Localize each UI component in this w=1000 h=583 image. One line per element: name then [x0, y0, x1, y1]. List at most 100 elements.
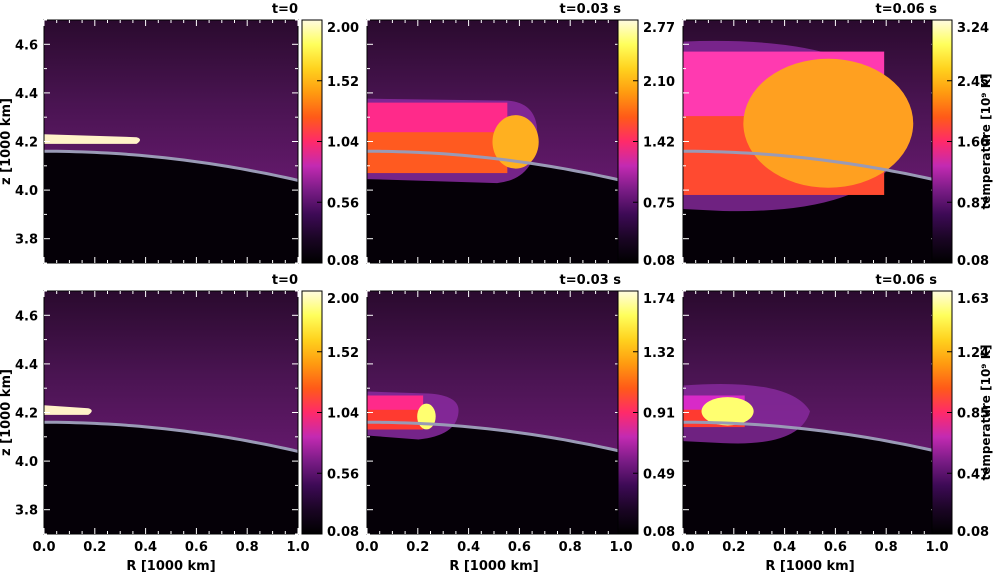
x-tick-label: 0.4 [457, 540, 480, 555]
x-axis-label: R [1000 km] [126, 559, 215, 574]
panel-title: t=0.03 s [560, 273, 622, 288]
x-tick-label: 0.8 [875, 540, 898, 555]
colorbar-tick-label: 0.56 [327, 467, 359, 482]
upper-layer [367, 395, 424, 411]
colorbar-tick-label: 0.47 [957, 467, 989, 482]
colorbar-tick-label: 1.04 [327, 136, 359, 151]
plot-area [367, 20, 621, 263]
colorbar-tick-label: 0.08 [643, 254, 675, 269]
colorbar-tick-label: 1.32 [643, 346, 675, 361]
colorbar-tick-label: 1.52 [327, 346, 359, 361]
panel-2: t=0.03 s 0.08 0.75 1.42 2.10 2.77 [366, 2, 675, 269]
x-tick-label: 0.6 [508, 540, 531, 555]
surface-line [367, 420, 621, 453]
flame-head [492, 115, 539, 169]
y-tick-label: 4.6 [15, 38, 38, 53]
colorbar-tick-label: 0.08 [643, 525, 675, 540]
plot-area [44, 291, 298, 534]
colorbar-tick-label: 1.63 [957, 292, 989, 307]
plot-area [44, 20, 298, 263]
surface-line [683, 149, 937, 182]
star-interior [44, 422, 298, 534]
panel-title: t=0.06 s [876, 273, 938, 288]
burning-layer [367, 409, 424, 430]
y-tick-label: 4.4 [15, 87, 38, 102]
y-tick-label: 3.8 [15, 504, 38, 519]
x-tick-label: 0.4 [773, 540, 796, 555]
y-tick-label: 4.0 [15, 455, 38, 470]
x-axis-label: R [1000 km] [449, 559, 538, 574]
x-tick-label: 0.6 [185, 540, 208, 555]
colorbar-tick-label: 1.04 [327, 407, 359, 422]
surface-line [44, 149, 298, 182]
star-interior [44, 151, 298, 263]
upper-layer [367, 102, 508, 135]
colorbar-tick-label: 0.08 [957, 254, 989, 269]
x-tick-label: 0.2 [722, 540, 745, 555]
plot-area [683, 20, 937, 263]
panel-4: t=0 0.0 0.2 0.4 0.6 0.8 1.0 R [1000 km] 3.8 4.0 4.… [0, 273, 359, 574]
y-tick-label: 4.2 [15, 407, 38, 422]
panel-title: t=0 [272, 2, 298, 17]
plot-area [367, 291, 621, 534]
colorbar-tick-label: 2.00 [327, 292, 359, 307]
surface-line [683, 420, 937, 453]
surface-line [44, 420, 298, 453]
colorbar-tick-label: 0.56 [327, 196, 359, 211]
colorbar-tick-label: 1.74 [643, 292, 675, 307]
colorbar-tick-label: 0.91 [643, 407, 675, 422]
colorbar-tick-label: 2.00 [327, 21, 359, 36]
colorbar-tick-label: 0.08 [327, 525, 359, 540]
y-tick-label: 4.4 [15, 358, 38, 373]
colorbar-tick-label: 3.24 [957, 21, 989, 36]
colorbar-tick-label: 2.77 [643, 21, 675, 36]
panel-3: t=0.06 s 0.08 0.87 1.66 2.45 3.24 temperature … [682, 2, 993, 269]
y-tick-label: 4.2 [15, 136, 38, 151]
x-tick-label: 0.8 [559, 540, 582, 555]
initial-hot-layer [44, 134, 141, 144]
colorbar-tick-label: 0.75 [643, 196, 675, 211]
x-tick-label: 1.0 [286, 540, 309, 555]
x-axis-label: R [1000 km] [765, 559, 854, 574]
panel-6: t=0.06 s 0.0 0.2 0.4 0.6 0.8 1.0 R [1000 km] 0.0… [671, 273, 993, 574]
colorbar-tick-label: 1.66 [957, 136, 989, 151]
star-interior [683, 422, 937, 534]
panel-title: t=0 [272, 273, 298, 288]
x-tick-label: 0.8 [236, 540, 259, 555]
panel-1: t=0 3.8 4.0 4.2 4.4 4.6 z [1000 km] 0.08 0.56 1.0… [0, 2, 359, 269]
colorbar-tick-label: 1.42 [643, 136, 675, 151]
colorbar-tick-label: 0.08 [957, 525, 989, 540]
colorbar-label: temperature [10⁹ K] [979, 344, 993, 480]
y-tick-label: 4.0 [15, 184, 38, 199]
initial-hot-layer [44, 405, 92, 415]
panel-5: t=0.03 s 0.0 0.2 0.4 0.6 0.8 1.0 R [1000 km] 0.0… [355, 273, 675, 574]
surface-line [367, 149, 621, 182]
colorbar-tick-label: 0.87 [957, 196, 989, 211]
panel-title: t=0.03 s [560, 2, 622, 17]
x-tick-label: 1.0 [609, 540, 632, 555]
plot-area [683, 291, 937, 534]
x-tick-label: 0.0 [32, 540, 55, 555]
panel-title: t=0.06 s [876, 2, 938, 17]
x-tick-label: 0.0 [355, 540, 378, 555]
colorbar-tick-label: 1.24 [957, 346, 989, 361]
y-tick-label: 4.6 [15, 309, 38, 324]
x-tick-label: 0.2 [83, 540, 106, 555]
y-tick-label: 3.8 [15, 233, 38, 248]
x-tick-label: 1.0 [925, 540, 948, 555]
colorbar-tick-label: 0.49 [643, 467, 675, 482]
colorbar-label: temperature [10⁹ K] [979, 73, 993, 209]
colorbar-tick-label: 0.85 [957, 407, 989, 422]
colorbar-tick-label: 0.08 [327, 254, 359, 269]
x-tick-label: 0.0 [671, 540, 694, 555]
star-interior [367, 422, 621, 534]
colorbar-tick-label: 2.45 [957, 75, 989, 90]
x-tick-label: 0.6 [824, 540, 847, 555]
y-axis-label: z [1000 km] [0, 98, 14, 185]
y-axis-label: z [1000 km] [0, 369, 14, 456]
flame-head [701, 397, 754, 426]
colorbar-tick-label: 2.10 [643, 75, 675, 90]
x-tick-label: 0.4 [134, 540, 157, 555]
colorbar-tick-label: 1.52 [327, 75, 359, 90]
